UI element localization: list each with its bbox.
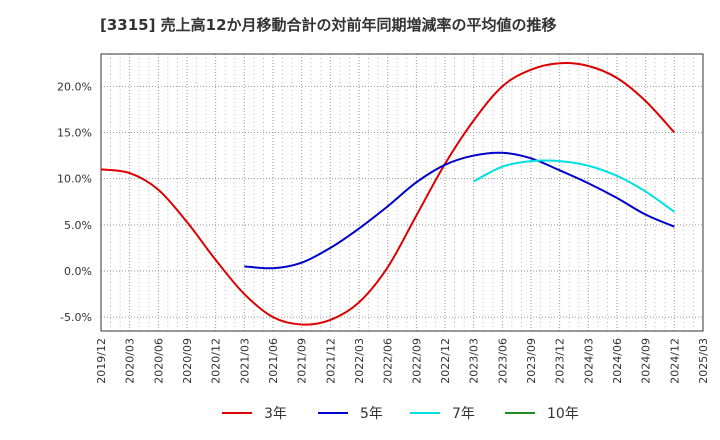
x-tick-label: 2022/03 bbox=[353, 338, 366, 384]
y-tick-label: 10.0% bbox=[57, 173, 92, 186]
x-tick-label: 2021/06 bbox=[267, 338, 280, 384]
legend-label-1: 5年 bbox=[360, 406, 383, 422]
y-tick-label: 20.0% bbox=[57, 80, 92, 93]
x-tick-label: 2022/12 bbox=[439, 338, 452, 384]
x-tick-label: 2024/09 bbox=[640, 338, 653, 384]
x-tick-label: 2021/09 bbox=[296, 338, 309, 384]
x-tick-label: 2022/09 bbox=[410, 338, 423, 384]
y-tick-label: 0.0% bbox=[64, 265, 92, 278]
x-tick-label: 2020/06 bbox=[152, 338, 165, 384]
x-tick-label: 2020/09 bbox=[181, 338, 194, 384]
x-tick-label: 2019/12 bbox=[95, 338, 108, 384]
legend-label-0: 3年 bbox=[264, 406, 287, 422]
x-tick-label: 2023/12 bbox=[554, 338, 567, 384]
x-tick-label: 2024/06 bbox=[611, 338, 624, 384]
y-tick-label: 5.0% bbox=[64, 219, 92, 232]
x-tick-label: 2023/03 bbox=[468, 338, 481, 384]
series-line-2 bbox=[473, 159, 675, 213]
x-tick-label: 2023/09 bbox=[525, 338, 538, 384]
series-line-0 bbox=[100, 62, 676, 326]
x-tick-label: 2020/03 bbox=[124, 338, 137, 384]
x-tick-label: 2024/03 bbox=[582, 338, 595, 384]
x-tick-label: 2025/03 bbox=[697, 338, 710, 384]
y-tick-label: 15.0% bbox=[57, 126, 92, 139]
plot-border bbox=[100, 53, 704, 332]
x-tick-label: 2024/12 bbox=[668, 338, 681, 384]
x-tick-label: 2021/12 bbox=[324, 338, 337, 384]
chart-title: [3315] 売上高12か月移動合計の対前年同期増減率の平均値の推移 bbox=[100, 16, 557, 34]
legend-label-2: 7年 bbox=[452, 406, 475, 422]
x-tick-label: 2020/12 bbox=[210, 338, 223, 384]
legend-label-3: 10年 bbox=[547, 406, 579, 422]
x-tick-label: 2023/06 bbox=[496, 338, 509, 384]
x-tick-label: 2021/03 bbox=[238, 338, 251, 384]
plot-area bbox=[101, 54, 703, 331]
series-line-1 bbox=[244, 151, 675, 270]
y-tick-label: -5.0% bbox=[60, 311, 92, 324]
x-tick-label: 2022/06 bbox=[382, 338, 395, 384]
